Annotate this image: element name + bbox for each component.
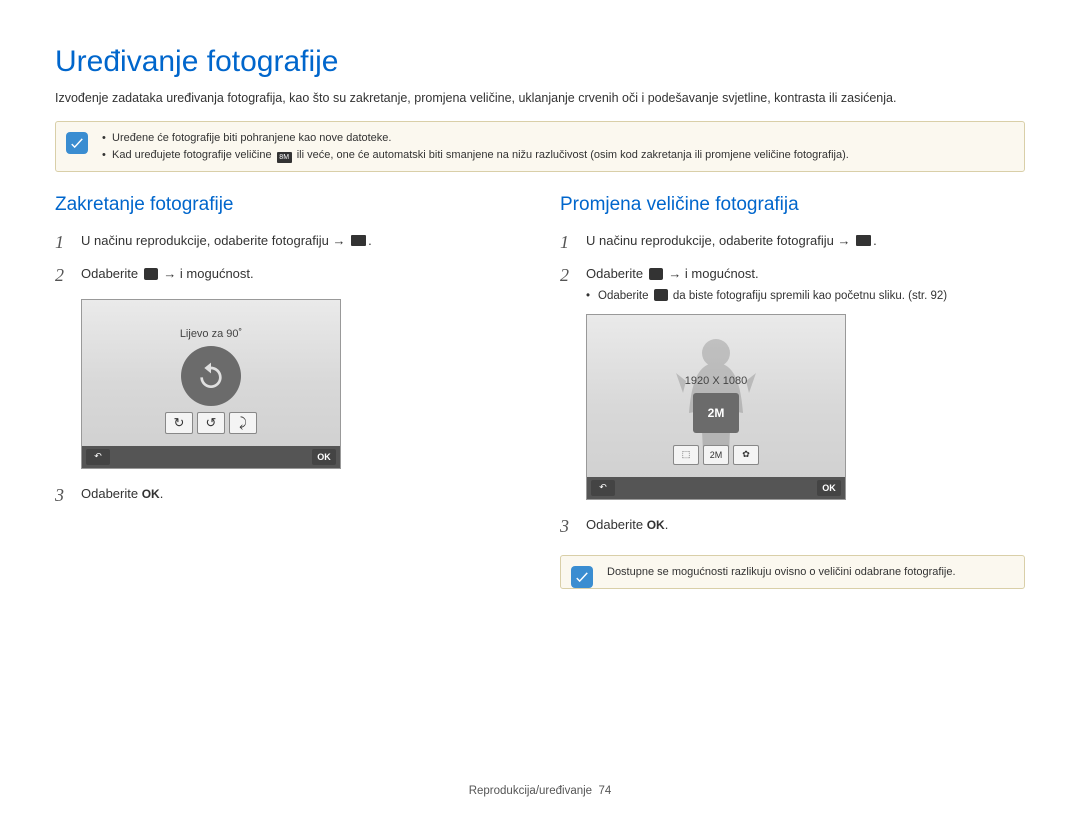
step-number: 3 xyxy=(55,483,81,508)
right-step-3: 3 Odaberite OK. xyxy=(560,514,1025,539)
ok-label: OK xyxy=(647,517,665,534)
edit-icon xyxy=(351,235,366,246)
bottom-bar: ↶ OK xyxy=(82,446,340,468)
rotate-screenshot: Lijevo za 90˚ ↻ ↺ ⤸ ↶ OK xyxy=(81,299,341,469)
step-text: Odaberite xyxy=(81,486,142,501)
step-number: 3 xyxy=(560,514,586,539)
bottom-bar: ↶ OK xyxy=(587,477,845,499)
step-number: 1 xyxy=(560,230,586,255)
note-bullet-1: Uređene će fotografije biti pohranjene k… xyxy=(102,130,1014,147)
resize-icon xyxy=(649,268,663,280)
rotate-icon xyxy=(144,268,158,280)
bottom-note-text: Dostupne se mogućnosti razlikuju ovisno … xyxy=(607,566,1014,578)
rotate-label: Lijevo za 90˚ xyxy=(82,328,340,340)
page-title: Uređivanje fotografije xyxy=(55,45,1025,79)
resize-preview-square: 2M xyxy=(693,393,739,433)
size-option-3[interactable]: ✿ xyxy=(733,445,759,465)
resize-button-row: ⬚ 2M ✿ xyxy=(673,445,759,465)
back-button[interactable]: ↶ xyxy=(591,480,615,496)
ok-label: OK xyxy=(142,486,160,503)
step-text: U načinu reprodukcije, odaberite fotogra… xyxy=(586,233,850,248)
ok-button[interactable]: OK xyxy=(817,480,841,496)
step-text: Odaberite xyxy=(586,517,647,532)
footer-page: 74 xyxy=(598,785,611,797)
step-number: 2 xyxy=(560,263,586,303)
note-icon xyxy=(66,132,88,154)
rotate-heading: Zakretanje fotografije xyxy=(55,194,520,216)
page-footer: Reprodukcija/uređivanje 74 xyxy=(0,785,1080,797)
bottom-note-box: Dostupne se mogućnosti razlikuju ovisno … xyxy=(560,555,1025,589)
left-step-1: 1 U načinu reprodukcije, odaberite fotog… xyxy=(55,230,520,255)
edit-icon xyxy=(856,235,871,246)
resize-label: 1920 X 1080 xyxy=(587,375,845,387)
note-bullet-2: Kad uređujete fotografije veličine 8M il… xyxy=(102,147,1014,164)
back-button[interactable]: ↶ xyxy=(86,449,110,465)
size-option-2[interactable]: 2M xyxy=(703,445,729,465)
mp-icon: 8M xyxy=(277,152,292,163)
sub-bullet: Odaberite da biste fotografiju spremili … xyxy=(586,288,1025,304)
flip-button[interactable]: ⤸ xyxy=(229,412,257,434)
left-step-3: 3 Odaberite OK. xyxy=(55,483,520,508)
note-icon xyxy=(571,566,593,588)
ok-button[interactable]: OK xyxy=(312,449,336,465)
right-step-1: 1 U načinu reprodukcije, odaberite fotog… xyxy=(560,230,1025,255)
step-number: 2 xyxy=(55,263,81,288)
right-step-2: 2 Odaberite → i mogućnost. Odaberite da … xyxy=(560,263,1025,303)
rotate-left-button[interactable]: ↺ xyxy=(197,412,225,434)
rotate-button-row: ↻ ↺ ⤸ xyxy=(165,412,257,434)
resize-heading: Promjena veličine fotografija xyxy=(560,194,1025,216)
right-column: Promjena veličine fotografija 1 U načinu… xyxy=(560,194,1025,611)
top-note-box: Uređene će fotografije biti pohranjene k… xyxy=(55,121,1025,172)
rotate-right-button[interactable]: ↻ xyxy=(165,412,193,434)
left-step-2: 2 Odaberite → i mogućnost. xyxy=(55,263,520,288)
step-text: U načinu reprodukcije, odaberite fotogra… xyxy=(81,233,345,248)
rotate-preview-circle xyxy=(181,346,241,406)
startimage-icon xyxy=(654,289,668,301)
resize-screenshot: 1920 X 1080 2M ⬚ 2M ✿ ↶ OK xyxy=(586,314,846,500)
intro-text: Izvođenje zadataka uređivanja fotografij… xyxy=(55,89,1025,107)
footer-section: Reprodukcija/uređivanje xyxy=(469,785,592,797)
left-column: Zakretanje fotografije 1 U načinu reprod… xyxy=(55,194,520,611)
step-number: 1 xyxy=(55,230,81,255)
size-option-1[interactable]: ⬚ xyxy=(673,445,699,465)
